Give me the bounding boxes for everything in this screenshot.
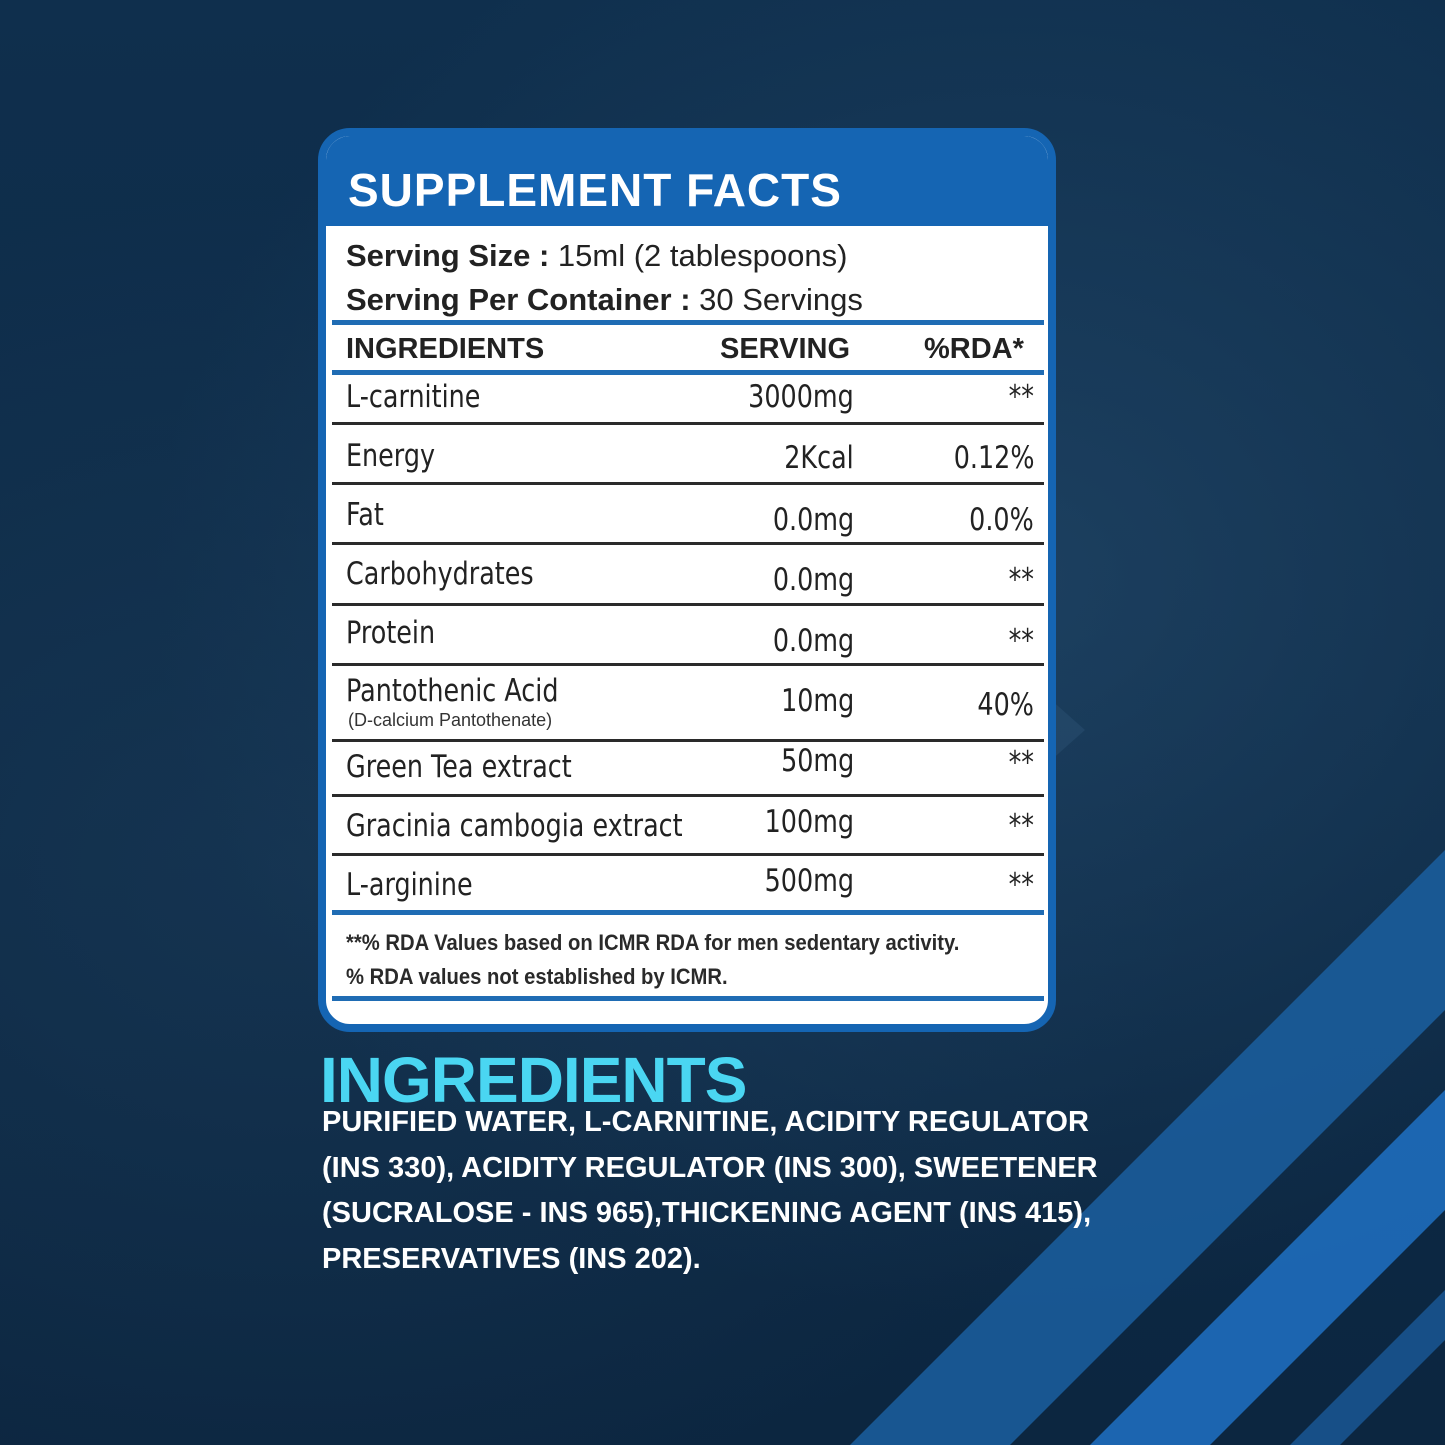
- ingredient-subname: (D-calcium Pantothenate): [348, 710, 553, 730]
- table-row: Gracinia cambogia extract 100mg **: [332, 797, 1044, 856]
- ingredient-name: Protein: [346, 615, 436, 651]
- serving-size-value: 15ml (2 tablespoons): [549, 238, 848, 273]
- ingredient-serving: 0.0mg: [772, 623, 854, 659]
- row-divider: [332, 542, 1044, 545]
- row-divider: [332, 853, 1044, 856]
- ingredient-rda: **: [1008, 379, 1034, 415]
- diagonal-stripe-bright: [1090, 1090, 1445, 1445]
- ingredient-name: L-carnitine: [346, 379, 481, 415]
- servings-per-container-line: Serving Per Container : 30 Servings: [346, 282, 863, 318]
- ingredient-rda: **: [1008, 808, 1034, 844]
- serving-size-label: Serving Size :: [346, 238, 550, 273]
- footnote-rule-top: [332, 910, 1044, 915]
- ingredient-name: Pantothenic Acid: [346, 673, 559, 709]
- supplement-facts-panel: SUPPLEMENT FACTS Serving Size : 15ml (2 …: [318, 128, 1056, 1032]
- footnote-rda-basis: **% RDA Values based on ICMR RDA for men…: [346, 930, 960, 955]
- ingredient-serving: 50mg: [780, 743, 854, 779]
- ingredient-rda: **: [1008, 745, 1034, 781]
- ingredient-name: Gracinia cambogia extract: [346, 808, 683, 844]
- table-row: Fat 0.0mg 0.0%: [332, 485, 1044, 545]
- ingredient-rda: **: [1008, 562, 1034, 598]
- table-row: L-carnitine 3000mg **: [332, 375, 1044, 425]
- ingredient-rda: 40%: [977, 687, 1034, 723]
- table-row: L-arginine 500mg **: [332, 856, 1044, 913]
- ingredient-serving: 10mg: [780, 683, 854, 719]
- footnote-rda-not-established: % RDA values not established by ICMR.: [346, 964, 728, 989]
- ingredient-name: Fat: [346, 497, 384, 533]
- column-header-serving: SERVING: [720, 333, 851, 365]
- row-divider: [332, 794, 1044, 797]
- ingredient-name: L-arginine: [346, 867, 473, 903]
- ingredient-serving: 0.0mg: [772, 502, 854, 538]
- ingredient-name: Green Tea extract: [346, 749, 572, 785]
- ingredient-rda: 0.12%: [953, 440, 1034, 476]
- serving-size-line: Serving Size : 15ml (2 tablespoons): [346, 238, 847, 274]
- ingredient-serving: 500mg: [764, 863, 854, 899]
- ingredient-serving: 2Kcal: [784, 440, 854, 476]
- diagonal-stripe-light: [850, 850, 1445, 1445]
- ingredient-serving: 0.0mg: [772, 562, 854, 598]
- row-divider: [332, 739, 1044, 742]
- footnote-rule-bottom: [332, 996, 1044, 1001]
- panel-title: SUPPLEMENT FACTS: [348, 164, 842, 216]
- diagonal-stripe-thin: [1290, 1290, 1445, 1445]
- table-row: Green Tea extract 50mg **: [332, 742, 1044, 797]
- ingredients-heading: INGREDIENTS: [320, 1044, 747, 1116]
- row-divider: [332, 422, 1044, 425]
- ingredient-rda: 0.0%: [969, 502, 1034, 538]
- header-rule-top: [332, 320, 1044, 325]
- servings-per-container-value: 30 Servings: [690, 282, 863, 317]
- ingredient-name: Carbohydrates: [346, 556, 534, 592]
- ingredient-rda: **: [1008, 623, 1034, 659]
- row-divider: [332, 663, 1044, 666]
- ingredient-rda: **: [1008, 867, 1034, 903]
- column-header-rda: %RDA*: [924, 333, 1024, 365]
- ingredients-list: PURIFIED WATER, L-CARNITINE, ACIDITY REG…: [322, 1106, 1098, 1275]
- table-row: Protein 0.0mg **: [332, 606, 1044, 666]
- servings-per-container-label: Serving Per Container :: [346, 282, 691, 317]
- row-divider: [332, 482, 1044, 485]
- ingredient-name: Energy: [346, 438, 435, 474]
- panel-header: SUPPLEMENT FACTS: [326, 136, 1048, 226]
- table-row: Energy 2Kcal 0.12%: [332, 425, 1044, 485]
- table-row: Carbohydrates 0.0mg **: [332, 545, 1044, 606]
- header-rule-bottom: [332, 370, 1044, 375]
- ingredient-serving: 3000mg: [748, 379, 854, 415]
- row-divider: [332, 603, 1044, 606]
- table-row: Pantothenic Acid (D-calcium Pantothenate…: [332, 666, 1044, 742]
- column-header-ingredients: INGREDIENTS: [346, 333, 545, 365]
- ingredient-serving: 100mg: [764, 804, 854, 840]
